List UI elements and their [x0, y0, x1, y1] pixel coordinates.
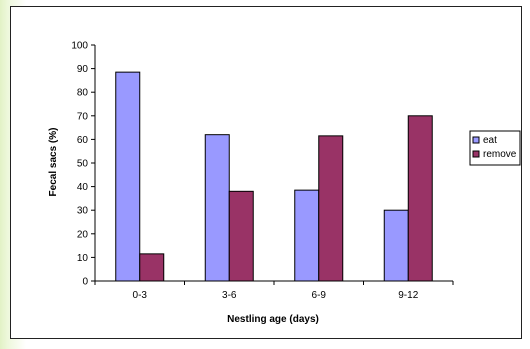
bar-remove-9-12: [407, 115, 433, 282]
y-tick-label: 30: [77, 206, 89, 217]
bar-remove-6-9: [318, 135, 344, 282]
y-tick-label: 100: [71, 41, 88, 52]
y-tick-label: 60: [77, 135, 89, 146]
x-tick-label: 6-9: [312, 290, 327, 301]
x-tick-label: 9-12: [398, 290, 418, 301]
legend-swatch-eat: [472, 136, 480, 144]
bar-remove-3-6: [228, 190, 254, 282]
legend-label-eat: eat: [483, 135, 497, 146]
bars-layer: [115, 71, 433, 282]
x-tick-label: 3-6: [222, 290, 237, 301]
bar-remove-0-3: [139, 253, 165, 282]
y-tick-label: 20: [77, 229, 89, 240]
y-tick-label: 90: [77, 64, 89, 75]
y-tick-label: 70: [77, 111, 89, 122]
axes-layer: 0 10 20 30 40 50 60 70 80 90 100 0-3 3-6 6-9 9-12: [71, 41, 454, 301]
y-tick-label: 80: [77, 88, 89, 99]
y-axis-title: Fecal sacs (%): [48, 128, 59, 197]
y-tick-label: 0: [82, 277, 88, 288]
legend-swatch-remove: [472, 150, 480, 158]
bar-eat-3-6: [204, 134, 230, 282]
bar-eat-9-12: [383, 209, 409, 282]
bar-eat-0-3: [115, 71, 141, 282]
y-tick-label: 10: [77, 253, 89, 264]
x-tick-label: 0-3: [133, 290, 148, 301]
y-tick-label: 50: [77, 159, 89, 170]
legend: eat remove: [469, 130, 521, 166]
bar-eat-6-9: [294, 189, 320, 282]
x-axis-title: Nestling age (days): [227, 314, 319, 325]
y-tick-label: 40: [77, 182, 89, 193]
legend-label-remove: remove: [483, 149, 517, 160]
